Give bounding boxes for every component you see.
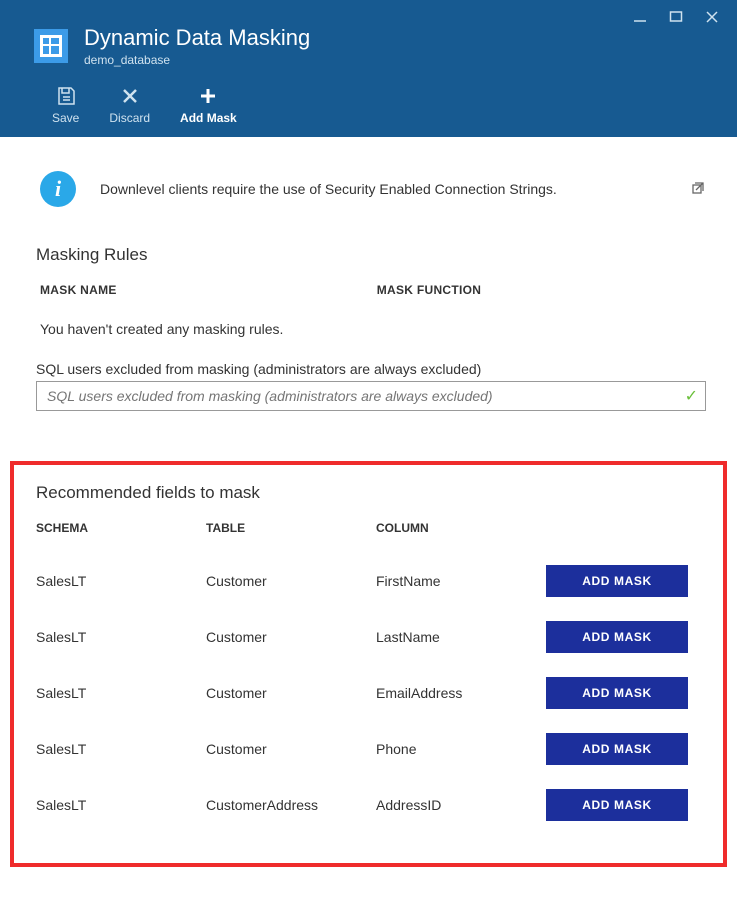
header: Dynamic Data Masking demo_database Save … [0, 0, 737, 137]
minimize-icon[interactable] [633, 10, 647, 25]
cell-table: Customer [206, 741, 376, 757]
table-row: SalesLTCustomerEmailAddressADD MASK [36, 665, 701, 721]
add-mask-row-button[interactable]: ADD MASK [546, 733, 688, 765]
col-mask-name: MASK NAME [40, 283, 117, 297]
page-title: Dynamic Data Masking [84, 25, 310, 51]
window-controls [0, 0, 737, 25]
close-icon[interactable] [705, 10, 719, 25]
cell-column: LastName [376, 629, 546, 645]
discard-label: Discard [109, 111, 150, 125]
toolbar: Save Discard Add Mask [0, 77, 737, 137]
cell-column: EmailAddress [376, 685, 546, 701]
recommended-section: Recommended fields to mask SCHEMA TABLE … [10, 461, 727, 867]
cell-schema: SalesLT [36, 685, 206, 701]
rules-empty: You haven't created any masking rules. [36, 311, 701, 361]
rules-title: Masking Rules [36, 245, 701, 265]
cell-schema: SalesLT [36, 629, 206, 645]
cell-table: Customer [206, 685, 376, 701]
discard-button[interactable]: Discard [109, 85, 150, 125]
col-mask-function: MASK FUNCTION [377, 283, 482, 297]
recommended-title: Recommended fields to mask [36, 483, 701, 503]
plus-icon [198, 85, 218, 107]
col-schema: SCHEMA [36, 521, 206, 535]
cell-schema: SalesLT [36, 573, 206, 589]
table-row: SalesLTCustomerAddressAddressIDADD MASK [36, 777, 701, 833]
cell-table: Customer [206, 629, 376, 645]
col-table: TABLE [206, 521, 376, 535]
info-icon: i [36, 167, 80, 211]
add-mask-button[interactable]: Add Mask [180, 85, 237, 125]
add-mask-row-button[interactable]: ADD MASK [546, 565, 688, 597]
info-bar: i Downlevel clients require the use of S… [0, 137, 737, 231]
info-text: Downlevel clients require the use of Sec… [100, 181, 671, 197]
save-label: Save [52, 111, 79, 125]
add-mask-label: Add Mask [180, 111, 237, 125]
discard-icon [121, 85, 139, 107]
cell-column: FirstName [376, 573, 546, 589]
table-row: SalesLTCustomerLastNameADD MASK [36, 609, 701, 665]
table-row: SalesLTCustomerPhoneADD MASK [36, 721, 701, 777]
page-subtitle: demo_database [84, 53, 310, 67]
cell-table: Customer [206, 573, 376, 589]
cell-column: AddressID [376, 797, 546, 813]
add-mask-row-button[interactable]: ADD MASK [546, 621, 688, 653]
add-mask-row-button[interactable]: ADD MASK [546, 789, 688, 821]
cell-schema: SalesLT [36, 797, 206, 813]
popout-icon[interactable] [691, 179, 707, 200]
cell-column: Phone [376, 741, 546, 757]
save-button[interactable]: Save [52, 85, 79, 125]
excluded-label: SQL users excluded from masking (adminis… [36, 361, 701, 377]
maximize-icon[interactable] [669, 10, 683, 25]
check-icon: ✓ [685, 386, 698, 406]
col-column: COLUMN [376, 521, 546, 535]
excluded-users-input[interactable] [36, 381, 706, 411]
cell-schema: SalesLT [36, 741, 206, 757]
cell-table: CustomerAddress [206, 797, 376, 813]
save-icon [56, 85, 76, 107]
table-row: SalesLTCustomerFirstNameADD MASK [36, 553, 701, 609]
app-logo-icon [34, 29, 68, 63]
add-mask-row-button[interactable]: ADD MASK [546, 677, 688, 709]
